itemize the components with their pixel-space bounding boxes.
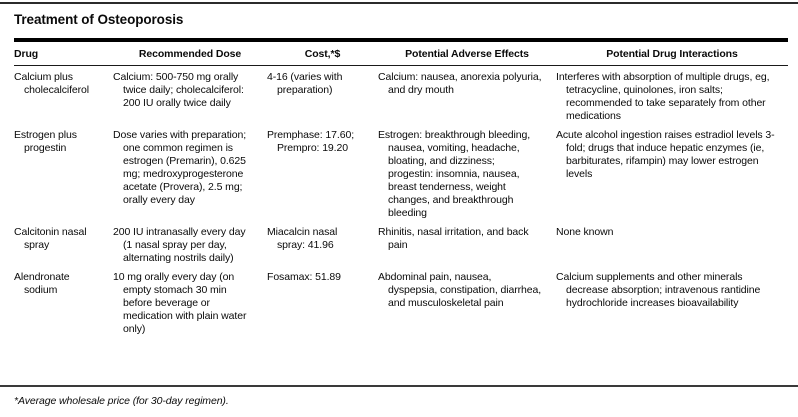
drug-interactions-cell: Calcium supplements and other minerals d… (556, 271, 761, 309)
column-header-drug-interactions: Potential Drug Interactions (556, 38, 788, 66)
table-title: Treatment of Osteoporosis (14, 12, 184, 27)
column-header-cost: Cost,*$ (267, 38, 378, 66)
recommended-dose-cell: Dose varies with preparation; one common… (113, 129, 247, 206)
recommended-dose-cell: 200 IU intranasally every day (1 nasal s… (113, 226, 246, 264)
drug-interactions-cell: Acute alcohol ingestion raises estradiol… (556, 129, 775, 180)
top-rule (0, 2, 798, 4)
recommended-dose-cell: Calcium: 500-750 mg orally twice daily; … (113, 71, 244, 109)
drug-name-cell: Estrogen plus progestin (14, 129, 77, 154)
table-row: Calcitonin nasal spray 200 IU intranasal… (14, 221, 788, 266)
table-row: Estrogen plus progestin Dose varies with… (14, 124, 788, 221)
cost-cell: 4-16 (varies with preparation) (267, 71, 343, 96)
cost-cell: Miacalcin nasal spray: 41.96 (267, 226, 338, 251)
adverse-effects-cell: Abdominal pain, nausea, dyspepsia, const… (378, 271, 542, 309)
recommended-dose-cell: 10 mg orally every day (on empty stomach… (113, 271, 247, 335)
adverse-effects-cell: Calcium: nausea, anorexia polyuria, and … (378, 71, 542, 96)
drug-name-cell: Calcium plus cholecalciferol (14, 71, 90, 96)
table-body: Calcium plus cholecalciferol Calcium: 50… (14, 66, 788, 338)
drug-interactions-cell: None known (556, 226, 614, 238)
table-header-row: Drug Recommended Dose Cost,*$ Potential … (14, 38, 788, 66)
cost-cell: Premphase: 17.60; Prempro: 19.20 (267, 129, 355, 154)
table-row: Calcium plus cholecalciferol Calcium: 50… (14, 66, 788, 125)
drug-name-cell: Calcitonin nasal spray (14, 226, 87, 251)
column-header-adverse-effects: Potential Adverse Effects (378, 38, 556, 66)
column-header-recommended-dose: Recommended Dose (113, 38, 267, 66)
column-header-drug: Drug (14, 38, 113, 66)
table-footnote: *Average wholesale price (for 30-day reg… (14, 395, 229, 407)
cost-cell: Fosamax: 51.89 (267, 271, 341, 283)
adverse-effects-cell: Rhinitis, nasal irritation, and back pai… (378, 226, 529, 251)
bottom-rule (0, 385, 798, 387)
drug-interactions-cell: Interferes with absorption of multiple d… (556, 71, 770, 122)
drug-name-cell: Alendronate sodium (14, 271, 70, 296)
adverse-effects-cell: Estrogen: breakthrough bleeding, nausea,… (378, 129, 531, 219)
osteoporosis-treatment-table: Drug Recommended Dose Cost,*$ Potential … (14, 38, 788, 337)
table-row: Alendronate sodium 10 mg orally every da… (14, 266, 788, 337)
